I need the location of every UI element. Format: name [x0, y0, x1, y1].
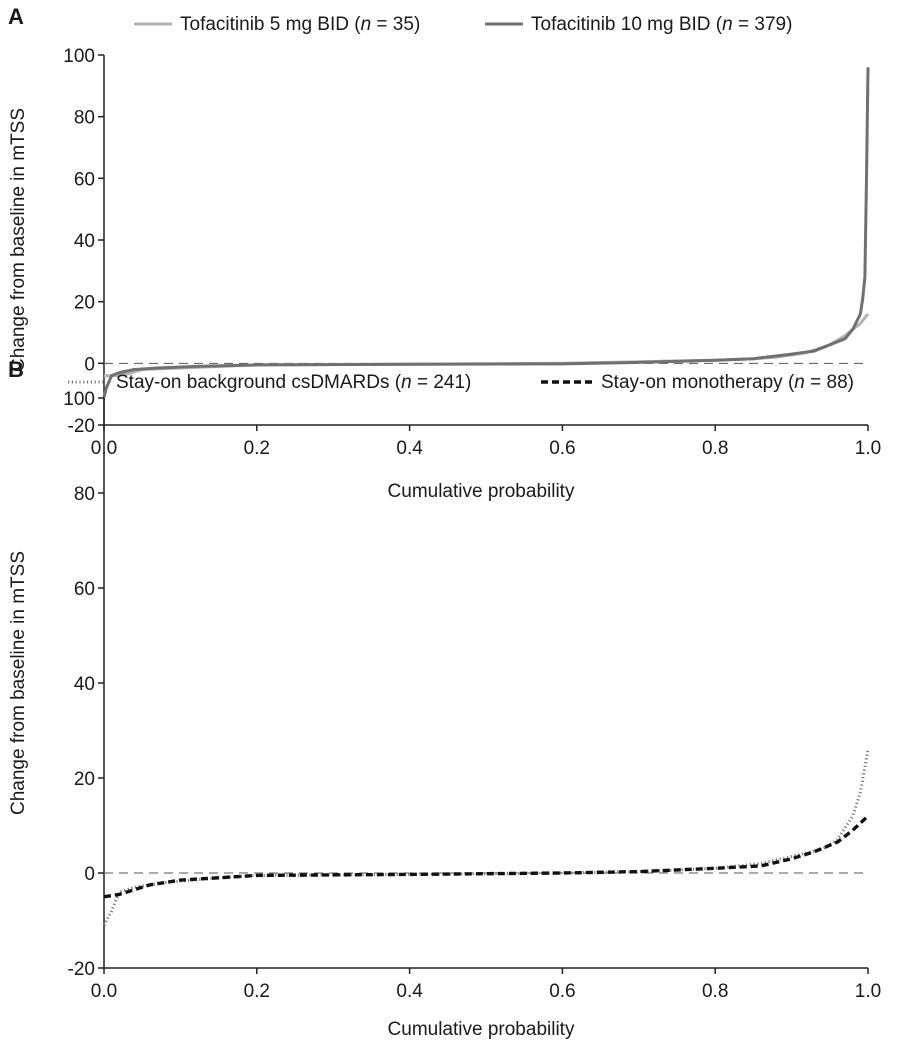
x-tick-label: 0.6	[549, 981, 575, 1002]
y-tick-label: 20	[74, 769, 95, 790]
x-tick-label: 0.8	[702, 981, 728, 1002]
y-tick-label: 60	[74, 169, 95, 190]
y-tick-label: 80	[74, 484, 95, 505]
chart-panel-b: B -20 0 20 40 60 80 100 0.0 0.2 0.4 0.6 0.8 1.0 Cumula…	[8, 357, 881, 1040]
series-line-2	[102, 67, 870, 398]
series-line-1	[102, 749, 870, 927]
y-tick-label: 80	[74, 108, 95, 129]
panel-label: A	[8, 4, 24, 29]
y-tick-label: 0	[84, 864, 95, 885]
x-tick-label: 0.2	[244, 981, 270, 1002]
y-axis-title: Change from baseline in mTSS	[8, 108, 29, 372]
x-tick-label: 0.4	[396, 438, 423, 459]
y-tick-label: 0	[84, 354, 95, 375]
y-tick-label: -20	[68, 959, 95, 980]
x-tick-label: 0.4	[396, 981, 423, 1002]
legend-label: Tofacitinib 10 mg BID (n = 379)	[531, 14, 792, 35]
panel-label: B	[8, 357, 24, 382]
legend-label: Tofacitinib 5 mg BID (n = 35)	[180, 14, 420, 35]
x-axis-title: Cumulative probability	[388, 1019, 575, 1040]
legend-label: Stay-on monotherapy (n = 88)	[601, 372, 854, 393]
y-tick-label: 20	[74, 293, 95, 314]
x-tick-label: 0.0	[91, 981, 117, 1002]
y-tick-label: 60	[74, 579, 95, 600]
x-axis-title: Cumulative probability	[388, 481, 575, 502]
legend-label: Stay-on background csDMARDs (n = 241)	[116, 372, 471, 393]
y-tick-label: 100	[63, 46, 95, 67]
x-tick-label: 1.0	[855, 981, 881, 1002]
x-tick-label: 0.8	[702, 438, 728, 459]
y-tick-label: 40	[74, 231, 95, 252]
x-tick-label: 1.0	[855, 438, 881, 459]
x-tick-label: 0.2	[244, 438, 270, 459]
series-line-2	[103, 814, 870, 899]
x-tick-label: 0.6	[549, 438, 575, 459]
y-tick-label: 100	[63, 389, 95, 410]
y-tick-label: 40	[74, 674, 95, 695]
y-axis-title: Change from baseline in mTSS	[8, 551, 29, 815]
y-tick-label: -20	[68, 416, 95, 437]
